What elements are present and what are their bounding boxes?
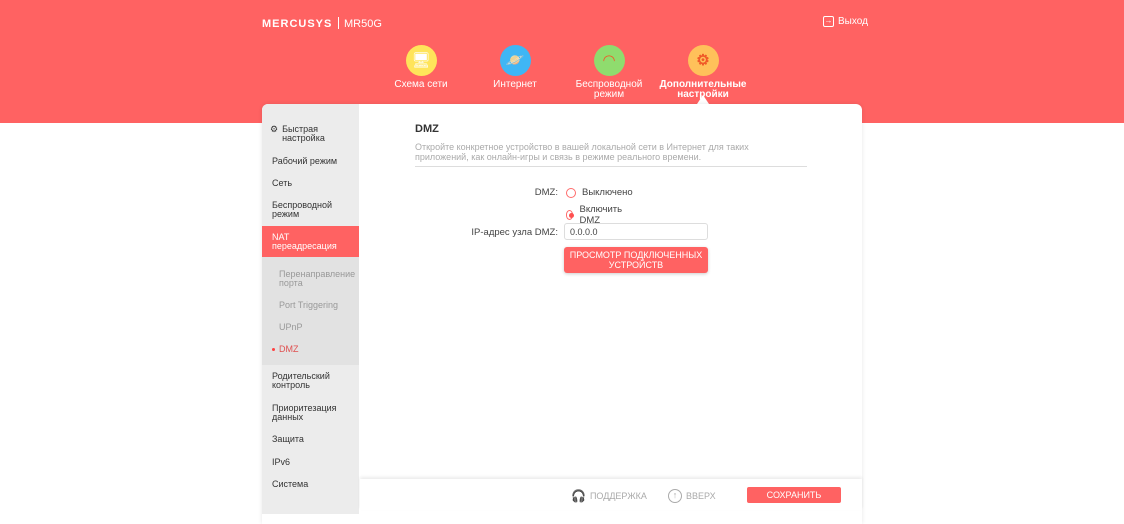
sidebar-item-qos[interactable]: Приоритезация данных bbox=[272, 403, 337, 422]
dmz-label: DMZ: bbox=[534, 187, 558, 198]
gear-icon: ⚙ bbox=[270, 124, 279, 134]
nav-internet[interactable]: 🪐 Интернет bbox=[470, 45, 560, 90]
sidebar-sub-port-forwarding[interactable]: Перенаправление порта bbox=[279, 269, 356, 288]
top-label: ВВЕРХ bbox=[686, 491, 716, 501]
sidebar-item-parental-control[interactable]: Родительский контроль bbox=[272, 371, 330, 390]
back-to-top-link[interactable]: ↑ ВВЕРХ bbox=[668, 489, 716, 503]
sidebar-sub-label: DMZ bbox=[279, 344, 299, 354]
save-button[interactable]: СОХРАНИТЬ bbox=[747, 487, 841, 503]
sidebar-item-ipv6[interactable]: IPv6 bbox=[272, 457, 291, 467]
nav-label: Беспроводной режим bbox=[575, 79, 643, 100]
nat-submenu: Перенаправление порта Port Triggering UP… bbox=[262, 257, 359, 365]
radio-label: Выключено bbox=[582, 187, 633, 198]
sidebar-item-system[interactable]: Система bbox=[272, 479, 309, 489]
sidebar-sub-dmz[interactable]: DMZ bbox=[272, 344, 299, 354]
divider bbox=[338, 17, 339, 29]
logout-label: Выход bbox=[838, 16, 868, 27]
ip-label: IP-адрес узла DMZ: bbox=[471, 227, 558, 238]
brand-logo: MERCUSYS bbox=[262, 18, 333, 30]
nav-label: Интернет bbox=[493, 79, 537, 90]
radio-label: Включить DMZ bbox=[579, 204, 623, 226]
nav-label: Дополнительные настройки bbox=[659, 79, 747, 100]
logout-button[interactable]: → Выход bbox=[823, 16, 868, 27]
nav-wireless[interactable]: ◠ Беспроводной режим bbox=[564, 45, 654, 100]
divider bbox=[415, 166, 807, 167]
sidebar-item-security[interactable]: Защита bbox=[272, 434, 304, 444]
sidebar-sub-port-triggering[interactable]: Port Triggering bbox=[279, 300, 339, 310]
support-label: ПОДДЕРЖКА bbox=[589, 491, 647, 501]
wifi-icon: ◠ bbox=[593, 45, 625, 76]
nav-label: Схема сети bbox=[394, 79, 448, 90]
sidebar-sub-upnp[interactable]: UPnP bbox=[279, 322, 303, 332]
main-panel: ⚙ Быстрая настройка Рабочий режим Сеть Бе… bbox=[262, 104, 862, 524]
sidebar-item-network[interactable]: Сеть bbox=[272, 178, 293, 188]
sidebar-item-label: Быстрая настройка bbox=[282, 124, 325, 143]
nav-advanced[interactable]: ⚙ Дополнительные настройки bbox=[658, 45, 748, 100]
support-link[interactable]: 🎧 ПОДДЕРЖКА bbox=[571, 489, 647, 503]
gear-icon: ⚙ bbox=[687, 45, 719, 76]
sidebar: ⚙ Быстрая настройка Рабочий режим Сеть Бе… bbox=[262, 104, 359, 514]
logout-icon: → bbox=[823, 16, 834, 27]
radio-dmz-on[interactable]: Включить DMZ bbox=[566, 204, 625, 226]
description-text: Откройте конкретное устройство в вашей л… bbox=[415, 142, 749, 162]
view-connected-devices-button[interactable]: ПРОСМОТР ПОДКЛЮЧЕННЫХ УСТРОЙСТВ bbox=[564, 247, 708, 273]
page-title: DMZ bbox=[415, 123, 439, 135]
arrow-up-icon: ↑ bbox=[668, 489, 682, 503]
model-name: MR50G bbox=[344, 18, 382, 30]
sidebar-item-quick-setup[interactable]: ⚙ Быстрая настройка bbox=[270, 125, 332, 143]
active-indicator bbox=[697, 95, 709, 104]
radio-circle bbox=[566, 187, 576, 198]
planet-icon: 🪐 bbox=[499, 45, 531, 76]
headset-icon: 🎧 bbox=[571, 489, 586, 503]
sidebar-item-operation-mode[interactable]: Рабочий режим bbox=[272, 156, 338, 166]
footer: 🎧 ПОДДЕРЖКА ↑ ВВЕРХ СОХРАНИТЬ bbox=[360, 479, 862, 510]
header: MERCUSYS MR50G → Выход 🖥 Схема сети 🪐 Интер… bbox=[0, 0, 1124, 123]
active-dot bbox=[272, 348, 275, 351]
radio-dmz-off[interactable]: Выключено bbox=[566, 187, 633, 198]
dmz-ip-input[interactable]: 0.0.0.0 bbox=[564, 223, 708, 240]
radio-circle bbox=[566, 210, 575, 220]
sidebar-item-nat[interactable]: NAT переадресация bbox=[262, 226, 359, 257]
sidebar-item-wireless[interactable]: Беспроводной режим bbox=[272, 200, 333, 219]
nav-network-map[interactable]: 🖥 Схема сети bbox=[376, 45, 466, 90]
network-map-icon: 🖥 bbox=[405, 45, 437, 76]
page-description: Откройте конкретное устройство в вашей л… bbox=[415, 142, 795, 162]
